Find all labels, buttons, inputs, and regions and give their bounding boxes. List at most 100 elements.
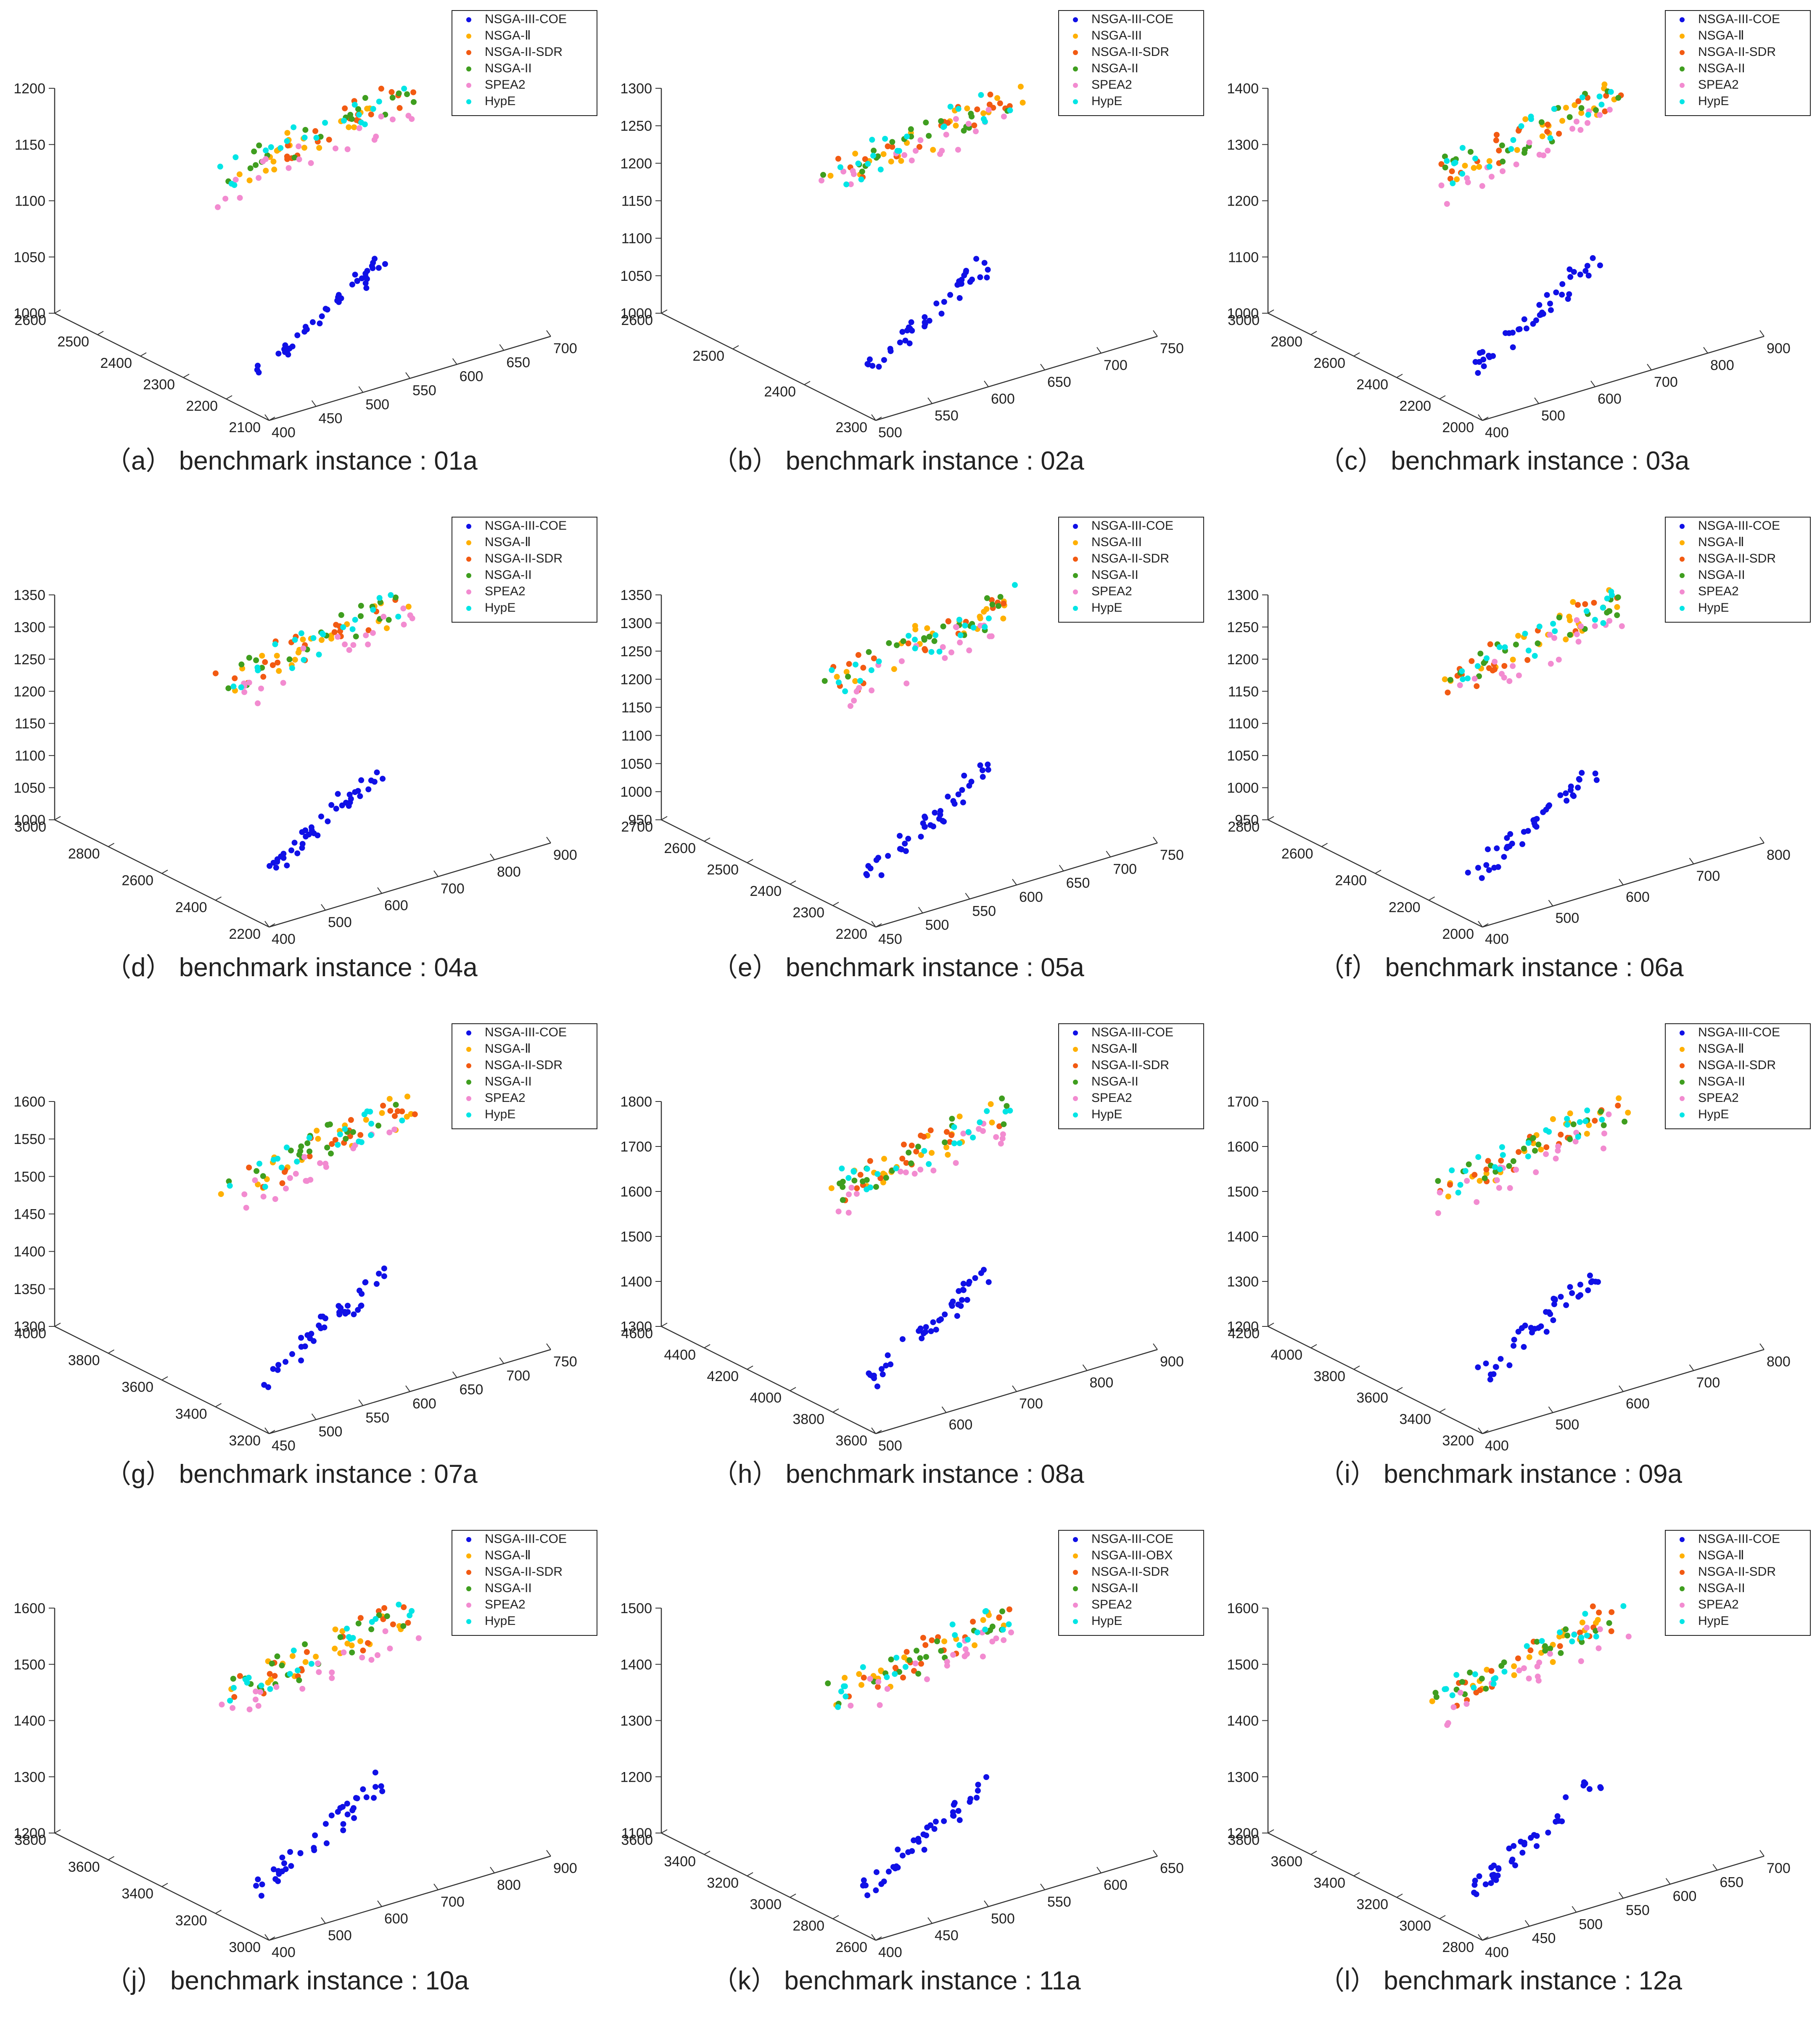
legend-marker <box>1073 524 1078 529</box>
point-nsga-iii-coe <box>1503 845 1510 851</box>
point-spea2 <box>962 1646 969 1652</box>
point-nsga-iii-coe <box>922 314 928 320</box>
y-tick-label: 4000 <box>750 1390 782 1406</box>
point-spea2 <box>356 125 362 131</box>
point-nsga-ii-sdr <box>1592 1117 1598 1124</box>
point-spea2 <box>301 1154 308 1160</box>
point-nsga-ii <box>883 1175 889 1181</box>
point-hype <box>1539 1638 1545 1644</box>
point-hype <box>362 121 368 127</box>
x-tick-label: 500 <box>925 917 949 933</box>
point-nsga-ii-sdr <box>401 1604 407 1610</box>
point-hype <box>347 1636 354 1642</box>
legend: NSGA-III-COENSGA-ⅡNSGA-II-SDRNSGA-IISPEA… <box>1665 1530 1811 1636</box>
point-nsga-ⅱ <box>384 625 390 631</box>
point-spea2 <box>851 697 857 704</box>
y-tick-mark <box>1268 1829 1274 1833</box>
point-hype <box>351 102 358 108</box>
point-nsga-ii <box>304 1140 311 1146</box>
point-hype <box>287 1671 293 1677</box>
point-nsga-ⅱ <box>357 1638 364 1644</box>
point-nsga-iii-coe <box>1521 1840 1527 1846</box>
legend-marker <box>1680 1112 1685 1117</box>
point-nsga-ⅱ <box>314 1128 320 1134</box>
point-nsga-iii-coe <box>345 1302 351 1309</box>
point-nsga-iii-coe <box>885 1352 891 1358</box>
legend: NSGA-III-COENSGA-ⅡNSGA-II-SDRNSGA-IISPEA… <box>1665 517 1811 623</box>
legend-marker <box>1680 524 1685 529</box>
z-tick-label: 1300 <box>13 1319 45 1335</box>
point-nsga-iii-coe <box>930 1319 936 1326</box>
point-hype <box>1577 1119 1583 1125</box>
point-nsga-ii <box>989 602 996 608</box>
point-nsga-iii-coe <box>289 1351 295 1357</box>
point-hype <box>1459 668 1465 674</box>
y-tick-mark <box>1268 816 1274 820</box>
point-spea2 <box>1474 1199 1480 1205</box>
point-nsga-iii-coe <box>299 845 305 851</box>
point-nsga-ii <box>1467 1669 1473 1676</box>
point-nsga-ii <box>1542 1643 1548 1649</box>
x-tick-label: 400 <box>272 425 296 441</box>
point-nsga-ii-sdr <box>948 1132 955 1138</box>
y-tick-mark <box>1396 1894 1403 1898</box>
point-hype <box>258 1683 264 1689</box>
point-nsga-ⅱ <box>1614 604 1620 610</box>
point-nsga-ii-sdr <box>860 665 866 671</box>
point-spea2 <box>368 1657 375 1663</box>
point-nsga-ⅱ <box>1556 1633 1563 1640</box>
point-hype <box>1550 621 1556 627</box>
z-tick-label: 1400 <box>13 1713 45 1729</box>
point-nsga-iii-coe <box>1586 1786 1593 1792</box>
point-hype <box>1499 1144 1505 1150</box>
point-nsga-ii <box>1614 612 1620 618</box>
point-nsga-iii-coe <box>376 1270 382 1277</box>
point-nsga-ii <box>246 655 252 661</box>
point-hype <box>1501 1669 1508 1675</box>
point-spea2 <box>1513 161 1519 168</box>
point-nsga-ii-sdr <box>903 1160 909 1166</box>
point-nsga-iii-coe <box>316 1322 322 1329</box>
x-tick-label: 600 <box>1104 1877 1128 1893</box>
point-nsga-ii <box>1622 1118 1628 1125</box>
point-spea2 <box>1001 1637 1007 1643</box>
point-nsga-ⅱ <box>339 1628 346 1634</box>
point-spea2 <box>1457 1690 1463 1696</box>
legend-entry: NSGA-III-COE <box>485 519 567 533</box>
z-tick-label: 1050 <box>13 780 45 796</box>
legend-entry: SPEA2 <box>485 1598 526 1611</box>
point-hype <box>1443 1686 1449 1692</box>
point-nsga-iii-coe <box>1580 1783 1587 1789</box>
legend-entry: NSGA-II <box>1698 1075 1745 1088</box>
x-tick-label: 550 <box>365 1410 389 1426</box>
point-hype <box>231 182 238 188</box>
point-hype <box>951 1124 957 1130</box>
point-nsga-iii-coe <box>321 1324 328 1331</box>
point-nsga-ii <box>1606 1620 1612 1626</box>
point-hype <box>227 1183 233 1189</box>
point-hype <box>952 1632 958 1638</box>
point-nsga-ii <box>1578 105 1585 111</box>
chart-panel-b: 1300125012001150110010501000260025002400… <box>620 10 1204 475</box>
point-hype <box>932 632 939 638</box>
point-nsga-iii-coe <box>1475 1364 1481 1371</box>
y-tick-mark <box>54 309 61 314</box>
point-nsga-iii-coe <box>1465 869 1471 876</box>
y-tick-mark <box>269 923 275 927</box>
point-spea2 <box>341 1649 347 1656</box>
legend-entry: SPEA2 <box>1091 1091 1132 1105</box>
x-tick-label: 800 <box>497 864 521 880</box>
point-nsga-ii <box>995 603 1001 609</box>
point-nsga-ii <box>896 1669 902 1675</box>
point-nsga-iii-coe <box>902 840 908 847</box>
point-nsga-ⅱ <box>828 1185 835 1191</box>
point-nsga-iii-coe <box>941 299 947 305</box>
point-nsga-iii-coe <box>1577 272 1583 277</box>
point-nsga-iii-coe <box>370 259 376 266</box>
point-nsga-ii-sdr <box>378 85 384 92</box>
point-nsga-ⅱ <box>956 1113 963 1120</box>
point-hype <box>370 607 376 613</box>
point-nsga-iii-coe <box>985 1279 992 1285</box>
point-nsga-ii <box>253 657 259 663</box>
point-nsga-ii <box>353 633 359 639</box>
